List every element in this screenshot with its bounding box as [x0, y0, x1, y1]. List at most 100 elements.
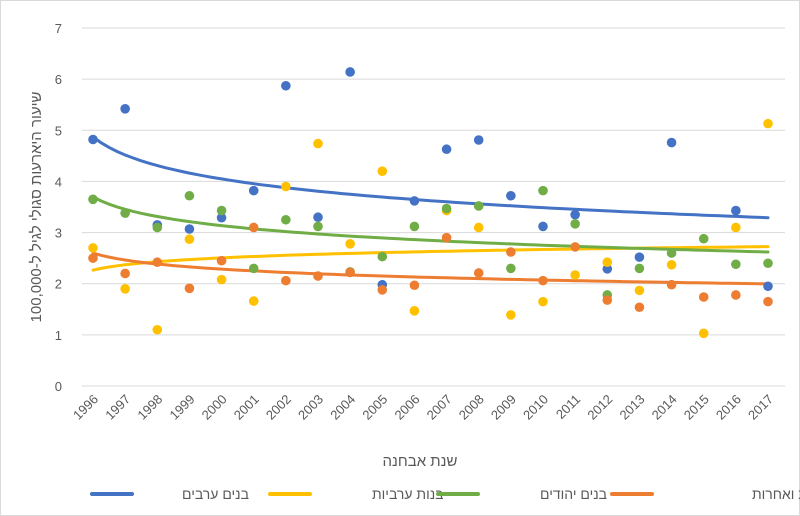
data-point-series-0	[763, 281, 773, 292]
data-point-series-0	[666, 137, 677, 148]
data-point-series-3	[216, 255, 227, 266]
x-tick-label: 2010	[520, 392, 551, 423]
data-point-series-2	[248, 263, 259, 274]
data-point-series-3	[313, 271, 323, 281]
data-point-series-1	[666, 259, 677, 270]
y-tick-label: 0	[55, 379, 62, 394]
data-point-series-1	[731, 222, 741, 233]
data-point-series-3	[506, 247, 516, 257]
x-tick-label: 1996	[70, 392, 101, 423]
trendline-series-0	[91, 135, 770, 220]
y-tick-label: 2	[55, 277, 62, 292]
data-point-series-2	[152, 222, 163, 233]
x-tick-label: 2017	[745, 392, 776, 423]
trendline-series-3	[91, 251, 770, 286]
data-point-series-2	[666, 248, 677, 258]
data-point-series-3	[120, 268, 130, 279]
x-tick-label: 2006	[391, 392, 422, 423]
data-point-series-1	[602, 257, 613, 268]
data-point-series-2	[120, 208, 130, 218]
data-point-series-1	[538, 296, 548, 307]
data-point-series-3	[731, 290, 741, 300]
data-point-series-1	[313, 138, 323, 149]
data-point-series-0	[120, 104, 130, 114]
data-point-series-0	[731, 205, 741, 216]
y-tick-label: 4	[55, 174, 62, 189]
data-point-series-2	[88, 194, 98, 205]
x-tick-label: 1998	[134, 392, 165, 423]
data-point-series-1	[216, 274, 227, 285]
data-point-series-3	[666, 279, 677, 290]
data-point-series-1	[698, 328, 709, 339]
x-tick-label: 2011	[553, 392, 583, 422]
data-point-series-1	[473, 222, 484, 233]
data-point-series-2	[731, 259, 741, 270]
x-tick-label: 2012	[584, 392, 615, 423]
data-point-series-1	[634, 285, 645, 296]
data-point-series-2	[538, 185, 548, 196]
data-point-series-2	[281, 214, 291, 225]
data-point-series-2	[763, 258, 773, 269]
data-point-series-2	[377, 251, 388, 262]
data-point-series-3	[88, 253, 98, 263]
data-point-series-1	[763, 118, 773, 129]
y-tick-label: 5	[55, 123, 62, 138]
data-point-series-3	[602, 295, 613, 305]
data-point-series-3	[538, 275, 548, 286]
y-tick-label: 3	[55, 226, 62, 241]
data-point-series-3	[441, 232, 452, 243]
data-point-series-2	[313, 221, 323, 232]
data-point-series-0	[345, 67, 355, 77]
data-point-series-1	[184, 234, 195, 245]
data-point-series-2	[634, 263, 645, 274]
data-point-series-3	[152, 257, 163, 268]
y-tick-label: 1	[55, 328, 62, 343]
x-tick-label: 2008	[456, 392, 487, 423]
data-point-series-3	[698, 292, 709, 302]
x-tick-label: 2000	[199, 392, 230, 423]
legend-label-series-1: בנות ערביות	[372, 486, 444, 502]
data-point-series-0	[88, 134, 98, 145]
data-point-series-1	[570, 270, 580, 280]
data-point-series-1	[345, 239, 355, 249]
data-point-series-1	[377, 166, 388, 176]
data-point-series-3	[281, 275, 291, 286]
x-tick-label: 2007	[424, 392, 455, 423]
data-point-series-2	[409, 221, 420, 232]
data-point-series-3	[248, 222, 259, 233]
data-point-series-1	[120, 284, 130, 294]
data-point-series-3	[377, 285, 388, 295]
data-point-series-3	[409, 280, 420, 291]
legend-label-series-0: בנים ערבים	[182, 486, 249, 502]
data-point-series-1	[152, 324, 163, 335]
x-axis-label: שנת אבחנה	[383, 453, 458, 470]
x-tick-label: 2003	[295, 392, 326, 423]
data-point-series-1	[409, 306, 420, 316]
data-point-series-1	[281, 181, 291, 192]
y-axis-label: שיעור היארעות סגולי לגיל ל-100,000	[28, 92, 45, 323]
data-point-series-3	[570, 242, 580, 252]
data-point-series-2	[570, 219, 580, 229]
data-point-series-1	[88, 243, 98, 253]
data-point-series-1	[506, 310, 516, 320]
x-tick-label: 2001	[231, 392, 262, 423]
x-tick-label: 2015	[681, 392, 712, 423]
data-point-series-2	[473, 201, 484, 211]
y-tick-label: 7	[55, 21, 62, 36]
data-point-series-3	[634, 302, 645, 313]
x-tick-label: 2009	[488, 392, 519, 423]
y-tick-label: 6	[55, 72, 62, 87]
x-tick-label: 2005	[359, 392, 390, 423]
data-point-series-3	[345, 267, 355, 278]
data-point-series-0	[216, 212, 227, 223]
trendline-series-2	[91, 195, 770, 254]
data-point-series-0	[313, 212, 323, 223]
data-point-series-1	[248, 296, 259, 306]
data-point-series-2	[184, 190, 195, 201]
data-point-series-0	[441, 144, 452, 155]
data-point-series-2	[698, 233, 709, 244]
x-tick-label: 2016	[713, 392, 744, 423]
data-point-series-3	[184, 283, 195, 294]
data-point-series-2	[216, 205, 227, 216]
x-tick-label: 1997	[102, 392, 133, 423]
